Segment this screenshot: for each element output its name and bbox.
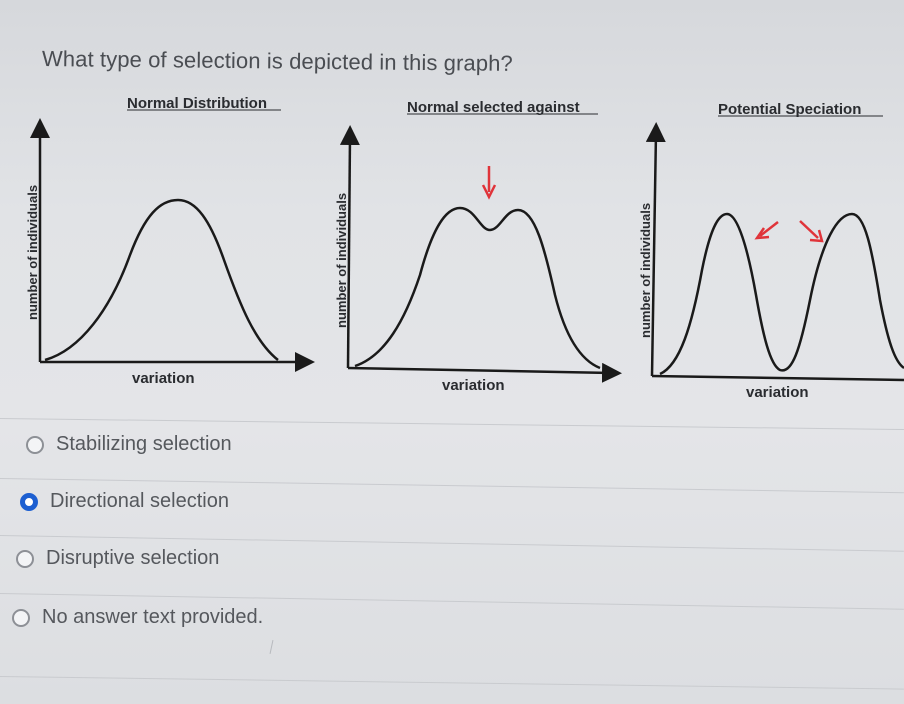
selection-figure: Normal Distribution number of individual… <box>0 80 904 410</box>
panel-potential-speciation: Potential Speciation number of individua… <box>638 101 904 401</box>
panel-1-xlabel: variation <box>132 370 195 387</box>
panel-3-curve <box>659 212 904 376</box>
selection-graphs-svg: Normal Distribution number of individual… <box>25 95 904 401</box>
panel-3-right-arrow-shaft <box>799 220 819 239</box>
panel-3-right-arrow-head <box>809 229 824 243</box>
option-no-answer[interactable]: No answer text provided. <box>12 606 263 629</box>
panel-1-ylabel: number of individuals <box>25 185 40 320</box>
panel-3-left-arrow-head <box>754 227 770 240</box>
option-label: Stabilizing selection <box>56 433 232 455</box>
text-cursor-mark <box>269 640 274 654</box>
panel-1-curve <box>44 198 279 362</box>
panel-1-title: Normal Distribution <box>127 95 267 112</box>
panel-2-title: Normal selected against <box>407 99 580 116</box>
panel-3-left-arrow-shaft <box>759 221 779 237</box>
radio-selected-icon[interactable] <box>20 492 38 511</box>
panel-3-x-axis <box>651 374 904 382</box>
panel-normal-selected-against: Normal selected against number of indivi… <box>334 99 622 394</box>
panel-3-xlabel: variation <box>746 384 809 401</box>
panel-3-title: Potential Speciation <box>718 101 861 118</box>
radio-unselected-icon[interactable] <box>16 549 34 568</box>
panel-2-down-arrow-head <box>481 184 497 200</box>
separator-5 <box>0 676 904 690</box>
panel-3-y-axis <box>645 122 666 377</box>
panel-3-ylabel: number of individuals <box>638 203 653 338</box>
panel-normal-distribution: Normal Distribution number of individual… <box>25 95 315 387</box>
panel-2-xlabel: variation <box>442 377 505 394</box>
panel-2-curve <box>354 206 601 370</box>
option-stabilizing-selection[interactable]: Stabilizing selection <box>26 433 232 456</box>
separator-1 <box>0 418 904 431</box>
panel-2-ylabel: number of individuals <box>334 193 349 328</box>
option-directional-selection[interactable]: Directional selection <box>20 490 229 513</box>
radio-unselected-icon[interactable] <box>12 608 30 627</box>
option-label: No answer text provided. <box>42 606 264 628</box>
panel-2-x-axis <box>347 362 622 383</box>
option-disruptive-selection[interactable]: Disruptive selection <box>16 547 219 570</box>
panel-2-y-axis <box>339 125 360 369</box>
option-label: Directional selection <box>50 490 229 512</box>
option-label: Disruptive selection <box>46 547 220 569</box>
radio-unselected-icon[interactable] <box>26 435 44 454</box>
question-text: What type of selection is depicted in th… <box>41 46 513 76</box>
